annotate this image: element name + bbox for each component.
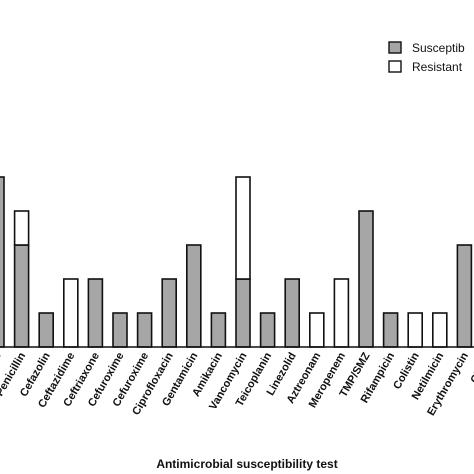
bar-susceptible-16 (382, 312, 399, 348)
x-tick-label-0: in (0, 350, 4, 365)
bar-resistant-14 (333, 278, 350, 348)
bar-resistant-17 (407, 312, 424, 348)
bar-susceptible-1 (13, 244, 30, 348)
bar-susceptible-2 (38, 312, 55, 348)
bars-group (0, 176, 473, 348)
bar-susceptible-5 (112, 312, 128, 348)
bar-resistant-3 (62, 278, 79, 348)
bar-susceptible-8 (186, 244, 202, 348)
bar-susceptible-11 (259, 312, 276, 348)
bar-susceptible-19 (456, 244, 473, 348)
legend-label-susceptible: Susceptib (412, 41, 465, 55)
bar-susceptible-4 (87, 278, 104, 348)
bar-susceptible-15 (358, 210, 374, 348)
bar-resistant-10 (235, 176, 251, 280)
bar-resistant-1 (13, 210, 30, 246)
bar-resistant-18 (431, 312, 448, 348)
legend-swatch-resistant (388, 60, 402, 73)
bar-resistant-13 (308, 312, 325, 348)
legend: Susceptib Resistant (388, 41, 465, 74)
x-tick-label-20: Clinda (468, 350, 474, 386)
bar-susceptible-10 (235, 278, 251, 348)
x-tick-labels: inPenicillinCefazolinCeftazidimeCeftriax… (0, 350, 474, 418)
bar-susceptible-9 (210, 312, 227, 348)
legend-label-resistant: Resistant (412, 60, 463, 74)
bar-susceptible-12 (284, 278, 301, 348)
bar-susceptible-6 (136, 312, 153, 348)
legend-swatch-susceptible (388, 41, 402, 54)
bar-susceptible-0 (0, 176, 5, 348)
x-axis-title: Antimicrobial susceptibility test (156, 457, 337, 471)
bar-susceptible-7 (161, 278, 177, 348)
